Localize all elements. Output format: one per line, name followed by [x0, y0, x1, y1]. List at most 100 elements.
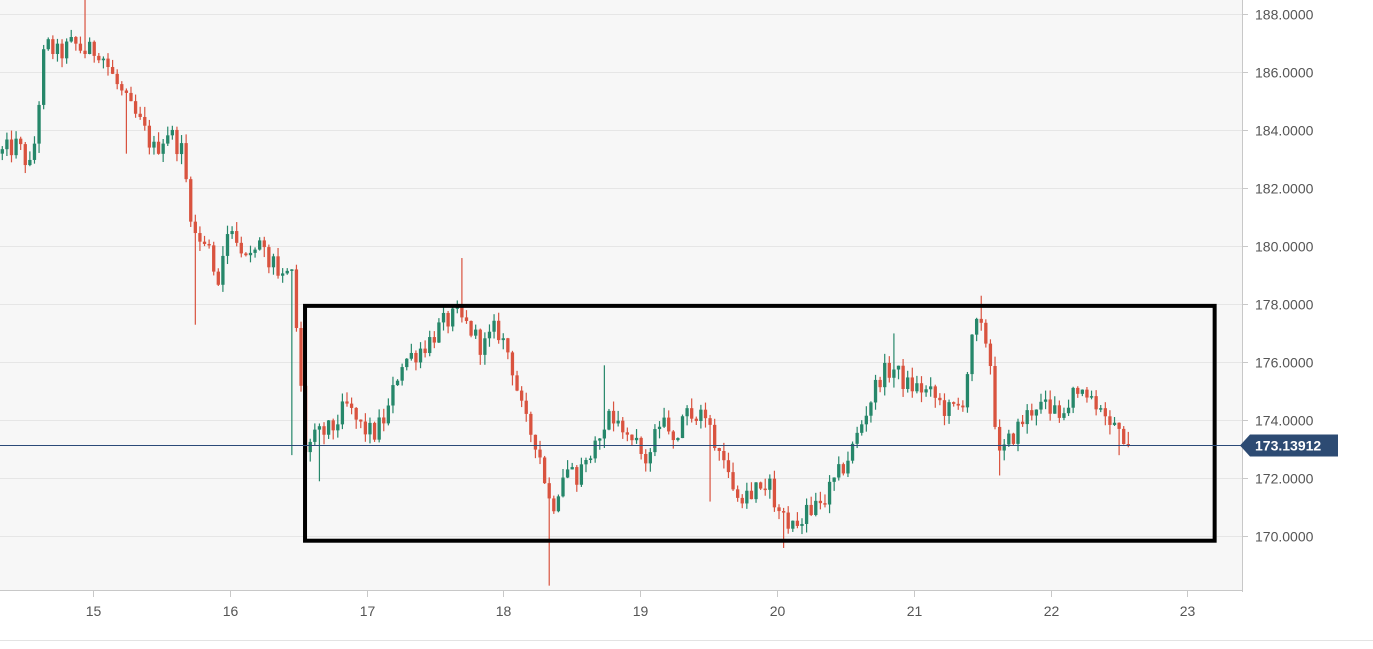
candle-down [919, 383, 924, 393]
candle-up [28, 159, 32, 166]
candle-up [565, 469, 570, 478]
candle-up [869, 402, 873, 416]
candle-up [855, 432, 859, 444]
candle-down [478, 329, 482, 355]
candle-up [745, 490, 749, 504]
candle-down [267, 247, 271, 268]
candle-up [166, 135, 170, 144]
candle-down [143, 116, 147, 126]
candle-up [248, 252, 253, 256]
candle-down [349, 403, 354, 408]
y-tick-label: 176.0000 [1255, 355, 1314, 371]
candle-down [432, 337, 436, 343]
candle-down [993, 365, 997, 427]
candle-up [400, 367, 404, 381]
candle-down [115, 73, 119, 85]
candle-down [984, 322, 988, 344]
candle-up [1071, 387, 1075, 408]
x-tick-label: 20 [770, 603, 786, 619]
range-box [303, 303, 1217, 543]
candle-up [409, 352, 413, 359]
candle-up [280, 273, 285, 276]
candle-up [437, 322, 441, 343]
candle-down [83, 50, 87, 55]
x-tick-label: 23 [1180, 603, 1196, 619]
candle-up [258, 240, 262, 250]
candle-down [262, 240, 266, 248]
candle-down [147, 125, 152, 148]
plot-background [0, 0, 1242, 590]
candle-down [423, 348, 427, 354]
candle-up [368, 422, 372, 435]
candle-down [414, 352, 418, 363]
candle-up [814, 500, 818, 515]
candle-down [910, 377, 914, 392]
candle-up [492, 320, 496, 332]
candle-down [538, 449, 542, 458]
candle-down [690, 408, 694, 419]
candle-down [749, 490, 754, 500]
candle-up [487, 331, 492, 339]
candle-down [726, 460, 731, 473]
candle-up [336, 424, 340, 431]
candle-down [78, 43, 83, 51]
candle-up [680, 416, 685, 439]
candle-down [781, 511, 786, 513]
candle-down [276, 256, 280, 276]
candle-down [777, 507, 781, 512]
candle-up [915, 383, 919, 392]
candle-down [239, 242, 243, 254]
candle-down [841, 464, 846, 474]
candle-up [418, 348, 423, 363]
candle-down [460, 307, 464, 318]
candle-up [32, 143, 37, 160]
candle-down [464, 317, 469, 321]
candle-up [653, 429, 657, 453]
candle-down [708, 418, 712, 425]
candle-up [685, 408, 689, 417]
candle-up [230, 231, 234, 235]
candle-down [717, 448, 721, 451]
x-tick-label: 22 [1044, 603, 1060, 619]
candle-down [1076, 387, 1080, 394]
candle-down [772, 478, 777, 508]
x-tick-label: 16 [223, 603, 239, 619]
price-tag-background [1240, 434, 1338, 457]
candle-down [625, 432, 630, 435]
candle-down [202, 241, 207, 244]
candle-down [786, 512, 790, 529]
candle-up [501, 338, 505, 341]
candle-down [515, 375, 519, 391]
candle-up [326, 420, 331, 435]
candle-down [703, 409, 708, 419]
y-tick-label: 186.0000 [1255, 65, 1314, 81]
candle-down [51, 39, 55, 54]
candle-up [827, 481, 832, 505]
candle-up [947, 402, 951, 416]
candle-down [611, 410, 616, 424]
candle-up [271, 256, 276, 268]
candle-down [735, 489, 740, 498]
x-tick-label: 17 [360, 603, 376, 619]
candle-down [446, 312, 450, 327]
candle-down [901, 365, 905, 389]
candle-down [1011, 433, 1016, 444]
y-tick-label: 178.0000 [1255, 297, 1314, 313]
candle-down [731, 472, 735, 490]
y-tick-label: 182.0000 [1255, 181, 1314, 197]
candle-up [179, 143, 184, 155]
y-tick-label: 184.0000 [1255, 123, 1314, 139]
candle-up [395, 380, 400, 386]
candle-down [354, 407, 358, 420]
candle-up [0, 149, 4, 154]
candle-up [42, 49, 46, 105]
candle-up [1066, 407, 1071, 414]
candle-up [970, 334, 974, 375]
candle-up [377, 417, 381, 440]
candle-down [331, 420, 335, 431]
y-axis-ticks: 170.0000 172.0000 174.0000 176.0000 178.0000… [1242, 7, 1314, 545]
candle-down [952, 402, 956, 404]
candle-down [497, 320, 501, 341]
